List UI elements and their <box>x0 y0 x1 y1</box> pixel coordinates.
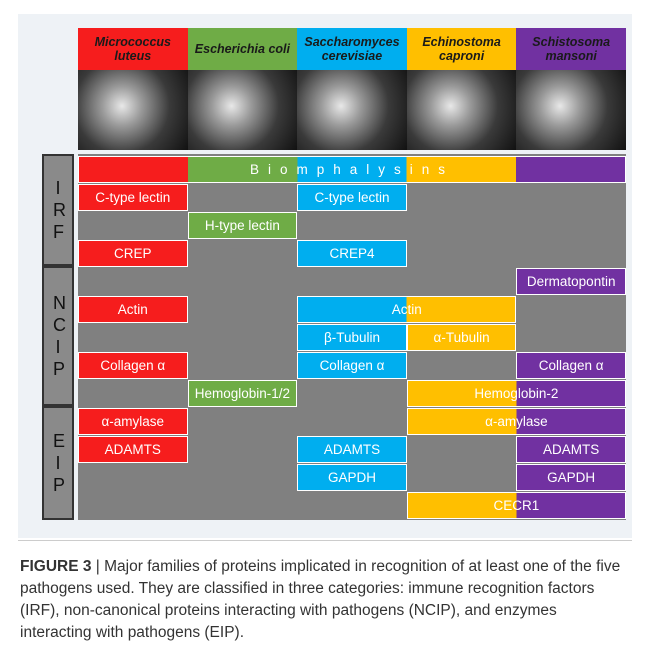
pathogen-header: Echinostoma caproni <box>406 28 517 70</box>
protein-cell: Collagen α <box>516 352 626 379</box>
protein-cell: CREP4 <box>297 240 407 267</box>
pathogen-header: Schistosoma mansoni <box>516 28 626 70</box>
protein-cell: Biomphalysins <box>78 156 626 183</box>
protein-cell: Collagen α <box>78 352 188 379</box>
protein-cell: α-amylase <box>406 408 626 435</box>
protein-cell: GAPDH <box>516 464 626 491</box>
protein-cell: Collagen α <box>297 352 407 379</box>
protein-cell: Actin <box>297 296 517 323</box>
protein-cell: ADAMTS <box>78 436 188 463</box>
protein-cell: GAPDH <box>297 464 407 491</box>
pathogen-header: Saccharomyces cerevisiae <box>297 28 407 70</box>
category-label: NCIP <box>53 293 66 379</box>
caption: FIGURE 3 | Major families of proteins im… <box>20 556 632 644</box>
pathogen-header: Escherichia coli <box>187 28 298 70</box>
pathogen-image <box>78 70 188 150</box>
divider <box>18 540 632 541</box>
protein-cell: Actin <box>78 296 188 323</box>
protein-cell: ADAMTS <box>516 436 626 463</box>
category: IRF <box>42 154 74 266</box>
protein-cell: Hemoglobin-2 <box>406 380 626 407</box>
caption-text: | Major families of proteins implicated … <box>20 558 621 641</box>
caption-label: FIGURE 3 <box>20 558 92 575</box>
category: EIP <box>42 406 74 520</box>
protein-cell: C-type lectin <box>297 184 407 211</box>
category-label: IRF <box>53 178 66 242</box>
protein-cell: α-Tubulin <box>406 324 517 351</box>
pathogen-image <box>406 70 517 150</box>
protein-cell: Hemoglobin-1/2 <box>187 380 298 407</box>
protein-cell: CREP <box>78 240 188 267</box>
pathogen-image <box>516 70 626 150</box>
figure: Micrococcus luteus Escherichia coli Saccha… <box>42 28 626 520</box>
protein-cell: α-amylase <box>78 408 188 435</box>
protein-cell: CECR1 <box>406 492 626 519</box>
protein-cell: ADAMTS <box>297 436 407 463</box>
pathogen-header: Micrococcus luteus <box>78 28 188 70</box>
category-label: EIP <box>53 431 66 495</box>
protein-cell: β-Tubulin <box>297 324 407 351</box>
protein-cell: C-type lectin <box>78 184 188 211</box>
protein-cell: Dermatopontin <box>516 268 626 295</box>
pathogen-image <box>187 70 298 150</box>
protein-cell: H-type lectin <box>187 212 298 239</box>
category: NCIP <box>42 266 74 406</box>
pathogen-image <box>297 70 407 150</box>
